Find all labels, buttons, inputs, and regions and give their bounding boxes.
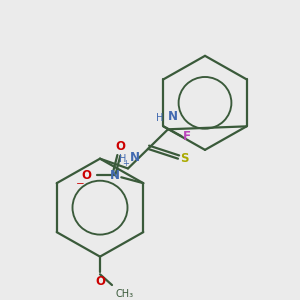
Text: S: S <box>180 152 188 165</box>
Text: N: N <box>110 169 120 182</box>
Text: F: F <box>182 130 190 143</box>
Text: N: N <box>168 110 178 123</box>
Text: N: N <box>130 151 140 164</box>
Text: O: O <box>115 140 125 153</box>
Text: O: O <box>95 275 105 288</box>
Text: +: + <box>122 160 129 169</box>
Text: H: H <box>156 113 163 123</box>
Text: CH₃: CH₃ <box>116 289 134 299</box>
Text: O: O <box>81 169 91 182</box>
Text: −: − <box>76 179 85 189</box>
Text: H: H <box>118 154 126 164</box>
